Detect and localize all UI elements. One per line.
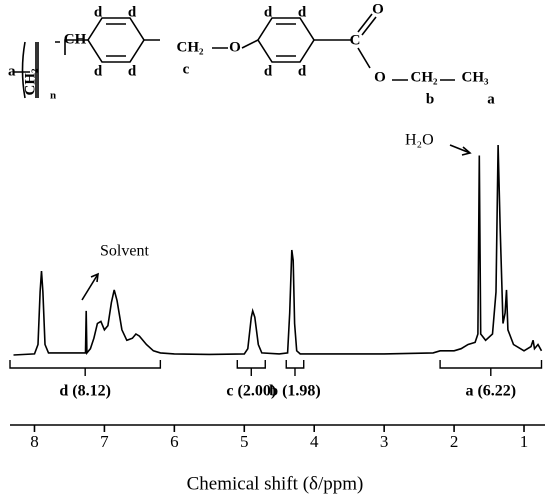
structure: a CH₂ CH n d d d d c CH₂ O d d d d C O O… (8, 1, 495, 107)
label: b (426, 91, 434, 107)
label: CH₃ (462, 69, 490, 85)
label: d (264, 4, 273, 20)
x-tick-label: 1 (520, 432, 529, 451)
label: C (350, 32, 361, 48)
label: d (298, 63, 307, 79)
bond (212, 13, 455, 81)
label: O (229, 39, 241, 55)
bond (14, 39, 88, 73)
label: O (374, 69, 386, 85)
label: n (50, 90, 56, 102)
integral-bracket (439, 360, 543, 376)
integral-label: d (8.12) (59, 383, 111, 400)
bracket (21, 41, 39, 99)
label: O (372, 1, 384, 17)
label: d (128, 4, 137, 20)
integral-label: c (2.00) (226, 383, 276, 400)
label: a (487, 91, 495, 107)
label: CH₂ (411, 69, 439, 85)
x-tick-label: 8 (30, 432, 39, 451)
integral-bracket (285, 360, 305, 376)
label: CH₂ (22, 68, 38, 96)
label: a (8, 63, 16, 79)
x-tick-label: 6 (170, 432, 179, 451)
arrowhead (90, 272, 99, 283)
integral-label: b (1.98) (269, 383, 321, 400)
x-tick-label: 5 (240, 432, 249, 451)
annotation: Solvent (100, 243, 149, 260)
x-axis-label: Chemical shift (δ/ppm) (187, 473, 364, 494)
label: CH₂ (177, 39, 205, 55)
label: d (298, 4, 307, 20)
annotation: H₂O (405, 132, 434, 149)
arrow (81, 273, 99, 301)
arrow (449, 144, 471, 154)
label: d (128, 63, 137, 79)
spectrum (13, 144, 543, 356)
label: d (264, 63, 273, 79)
arrowhead (461, 146, 472, 156)
x-tick-label: 7 (100, 432, 109, 451)
label: c (183, 61, 190, 77)
label: d (94, 63, 103, 79)
x-tick-label: 3 (380, 432, 389, 451)
integral-bracket (9, 360, 162, 376)
x-tick-label: 4 (310, 432, 319, 451)
x-tick-label: 2 (450, 432, 459, 451)
integral-label: a (6.22) (465, 383, 516, 400)
integral-bracket (236, 360, 266, 376)
bond (106, 23, 160, 57)
label: d (94, 4, 103, 20)
label: CH (64, 31, 87, 47)
